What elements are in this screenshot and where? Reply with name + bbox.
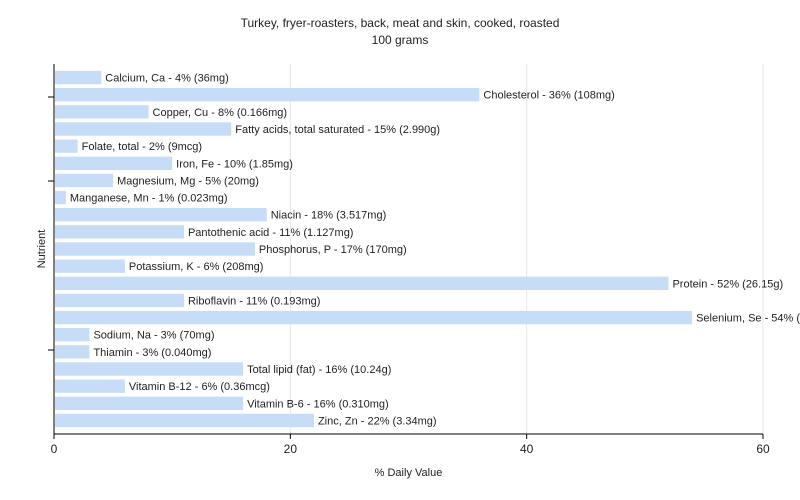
bar-label: Copper, Cu - 8% (0.166mg) (153, 107, 288, 119)
bar-label: Folate, total - 2% (9mcg) (82, 141, 202, 153)
bar (55, 276, 669, 290)
bar-label: Zinc, Zn - 22% (3.34mg) (318, 415, 437, 427)
bar-label: Iron, Fe - 10% (1.85mg) (176, 158, 293, 170)
bar (55, 413, 314, 428)
bar-label: Sodium, Na - 3% (70mg) (93, 330, 214, 342)
bar (55, 310, 693, 325)
bar (55, 122, 232, 136)
bar (55, 362, 244, 376)
x-tick-label: 0 (51, 442, 58, 456)
bar (55, 190, 66, 205)
x-tick-label: 20 (284, 442, 298, 456)
bar-label: Riboflavin - 11% (0.193mg) (188, 295, 320, 307)
bar-label: Fatty acids, total saturated - 15% (2.99… (235, 124, 440, 136)
bar-label: Manganese, Mn - 1% (0.023mg) (70, 193, 228, 205)
bar-label: Selenium, Se - 54% (37.7mcg) (696, 313, 800, 325)
bar (55, 70, 102, 85)
bar-label: Magnesium, Mg - 5% (20mg) (117, 175, 259, 187)
y-axis-title: Nutrient (36, 230, 48, 269)
bar-label: Calcium, Ca - 4% (36mg) (105, 73, 228, 85)
bar (55, 225, 184, 239)
bar-label: Protein - 52% (26.15g) (672, 278, 783, 290)
bar (55, 208, 267, 222)
bar-label: Niacin - 18% (3.517mg) (271, 210, 387, 222)
bar-label: Phosphorus, P - 17% (170mg) (259, 244, 407, 256)
x-tick-label: 40 (520, 442, 534, 456)
bar (55, 328, 90, 342)
bar (55, 379, 125, 393)
bar (55, 156, 173, 170)
bar (55, 259, 125, 273)
bar (55, 345, 90, 359)
bar-label: Vitamin B-6 - 16% (0.310mg) (247, 398, 389, 410)
chart-title: Turkey, fryer-roasters, back, meat and s… (240, 16, 560, 30)
bar (55, 396, 244, 410)
bar (55, 173, 114, 188)
bar-label: Potassium, K - 6% (208mg) (129, 261, 264, 273)
bar-label: Total lipid (fat) - 16% (10.24g) (247, 364, 391, 376)
bar-label: Pantothenic acid - 11% (1.127mg) (188, 227, 354, 239)
bar (55, 105, 149, 119)
bar-label: Vitamin B-12 - 6% (0.36mcg) (129, 381, 270, 393)
bar (55, 88, 480, 102)
bar (55, 242, 255, 256)
x-tick-label: 60 (756, 442, 770, 456)
bar (55, 293, 184, 308)
bar-label: Thiamin - 3% (0.040mg) (93, 347, 211, 359)
bar-label: Cholesterol - 36% (108mg) (483, 90, 614, 102)
chart-subtitle: 100 grams (371, 33, 429, 47)
bar (55, 139, 78, 153)
x-axis-title: % Daily Value (375, 467, 443, 479)
